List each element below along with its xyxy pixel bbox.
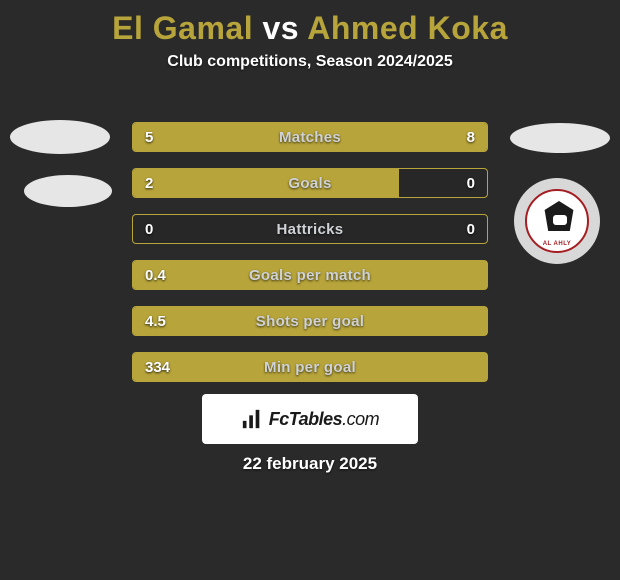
player2-name: Ahmed Koka	[307, 10, 508, 46]
stat-label: Hattricks	[133, 215, 487, 245]
stat-value-right: 0	[467, 169, 475, 199]
stat-row: Min per goal334	[132, 352, 488, 382]
player2-club-crest: AL AHLY	[514, 178, 600, 264]
subtitle: Club competitions, Season 2024/2025	[0, 53, 620, 71]
footer-brand-light: .com	[342, 409, 379, 429]
player1-club-placeholder	[24, 175, 112, 207]
bars-icon	[241, 408, 263, 430]
stat-value-left: 0	[145, 215, 153, 245]
page-title: El Gamal vs Ahmed Koka	[0, 0, 620, 47]
player1-photo-placeholder	[10, 120, 110, 154]
player2-photo-placeholder	[510, 123, 610, 153]
footer-brand-badge[interactable]: FcTables.com	[202, 394, 418, 444]
vs-separator: vs	[262, 10, 299, 46]
stat-value-right: 0	[467, 215, 475, 245]
player1-name: El Gamal	[112, 10, 253, 46]
footer-brand-bold: FcTables	[269, 409, 342, 429]
stat-row: Goals per match0.4	[132, 260, 488, 290]
stat-value-right: 8	[467, 123, 475, 153]
stat-row: Shots per goal4.5	[132, 306, 488, 336]
stat-label: Matches	[133, 123, 487, 153]
date-label: 22 february 2025	[0, 454, 620, 474]
stat-row: Goals2 0	[132, 168, 488, 198]
stat-label: Goals per match	[133, 261, 487, 291]
stat-label: Shots per goal	[133, 307, 487, 337]
stats-panel: Matches58Goals20Hattricks00Goals per mat…	[132, 122, 488, 398]
stat-value-left: 4.5	[145, 307, 166, 337]
stat-value-left: 334	[145, 353, 170, 383]
stat-label: Goals	[133, 169, 487, 199]
stat-value-left: 5	[145, 123, 153, 153]
crest-label: AL AHLY	[527, 241, 587, 247]
comparison-card: El Gamal vs Ahmed Koka Club competitions…	[0, 0, 620, 580]
stat-value-left: 0.4	[145, 261, 166, 291]
al-ahly-crest-icon: AL AHLY	[525, 189, 589, 253]
stat-row: Matches5 8	[132, 122, 488, 152]
stat-label: Min per goal	[133, 353, 487, 383]
stat-row: Hattricks0 0	[132, 214, 488, 244]
stat-value-left: 2	[145, 169, 153, 199]
footer-brand-text: FcTables.com	[269, 409, 379, 430]
